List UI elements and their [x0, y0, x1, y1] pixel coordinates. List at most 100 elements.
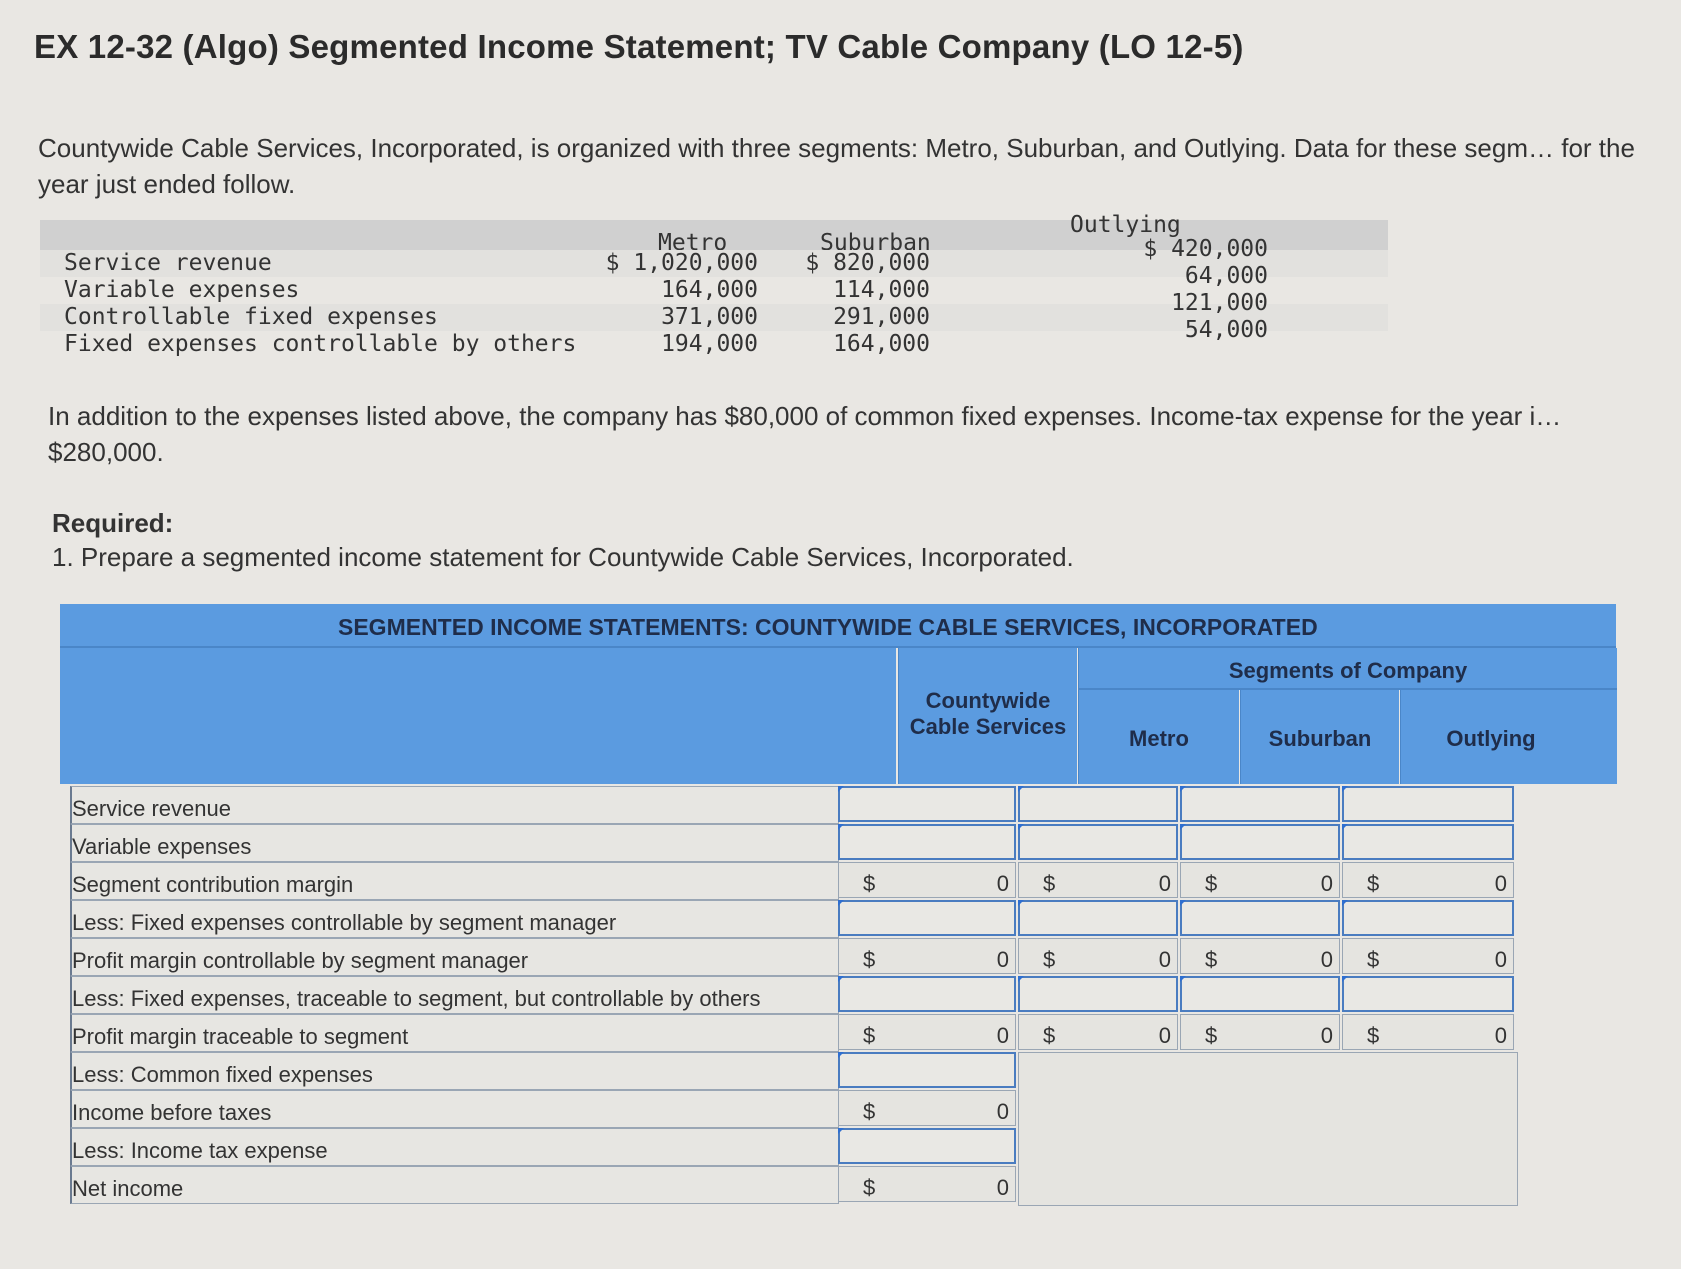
value: 0	[1320, 947, 1333, 972]
metro-profit-margin-controllable: $0	[1018, 938, 1178, 974]
suburban-profit-margin-controllable: $0	[1180, 938, 1340, 974]
row-label: Variable expenses	[64, 277, 300, 303]
given-row: Variable expenses 164,000 114,000 64,000	[40, 263, 1388, 304]
row-label: Service revenue	[64, 250, 272, 276]
value: 0	[1494, 871, 1507, 896]
outlying-fixed-controllable-input[interactable]	[1342, 900, 1514, 936]
required-label: Required:	[52, 508, 174, 538]
value: 0	[996, 871, 1009, 896]
suburban-value: 114,000	[833, 277, 930, 303]
company-common-fixed-input[interactable]	[838, 1052, 1016, 1088]
company-fixed-traceable-input[interactable]	[838, 976, 1016, 1012]
metro-value: 194,000	[661, 331, 758, 357]
company-profit-margin-traceable: $0	[838, 1014, 1016, 1050]
header-company: Countywide Cable Services	[898, 648, 1077, 784]
suburban-service-revenue-input[interactable]	[1180, 786, 1340, 822]
row-label: Income before taxes	[70, 1090, 839, 1128]
value: 0	[996, 1023, 1009, 1048]
required-section: Required: 1. Prepare a segmented income …	[52, 506, 1074, 574]
given-data-body: Service revenue $ 1,020,000 $ 820,000 $ …	[40, 236, 1388, 358]
col-outlying: Outlying	[1070, 212, 1181, 238]
given-row: Fixed expenses controllable by others 19…	[40, 317, 1388, 358]
row-label: Net income	[70, 1166, 839, 1204]
dollar-sign: $	[863, 871, 876, 896]
header-blank	[60, 648, 896, 784]
row-income-before-taxes: Income before taxes $0	[60, 1090, 1616, 1128]
segmented-income-worksheet: SEGMENTED INCOME STATEMENTS: COUNTYWIDE …	[60, 604, 1617, 1228]
company-fixed-controllable-input[interactable]	[838, 900, 1016, 936]
row-label: Variable expenses	[70, 824, 839, 862]
intro-text: Countywide Cable Services, Incorporated,…	[38, 133, 1635, 199]
dollar-sign: $	[863, 1023, 876, 1048]
value: 0	[1494, 1023, 1507, 1048]
given-data-table: Metro Suburban Outlying Service revenue …	[40, 212, 1388, 358]
dollar-sign: $	[1205, 871, 1218, 896]
metro-service-revenue-input[interactable]	[1018, 786, 1178, 822]
outlying-contribution-margin: $0	[1342, 862, 1514, 898]
row-income-tax-expense: Less: Income tax expense	[60, 1128, 1616, 1166]
outlying-service-revenue-input[interactable]	[1342, 786, 1514, 822]
dollar-sign: $	[1367, 1023, 1380, 1048]
suburban-profit-margin-traceable: $0	[1180, 1014, 1340, 1050]
worksheet-title-text: SEGMENTED INCOME STATEMENTS: COUNTYWIDE …	[338, 614, 1318, 640]
dollar-sign: $	[863, 947, 876, 972]
row-label: Fixed expenses controllable by others	[64, 331, 577, 357]
suburban-variable-expenses-input[interactable]	[1180, 824, 1340, 860]
additional-info: In addition to the expenses listed above…	[48, 401, 1562, 467]
row-label: Controllable fixed expenses	[64, 304, 438, 330]
col-company-label: Countywide Cable Services	[909, 688, 1067, 739]
metro-value: $ 1,020,000	[605, 250, 758, 276]
header-segments: Segments of Company	[1078, 648, 1617, 690]
row-service-revenue: Service revenue	[60, 786, 1616, 824]
col-suburban-label: Suburban	[1268, 726, 1372, 751]
dollar-sign: $	[1205, 947, 1218, 972]
dollar-sign: $	[1043, 871, 1056, 896]
outlying-value: 54,000	[1184, 317, 1268, 343]
outlying-profit-margin-traceable: $0	[1342, 1014, 1514, 1050]
value: 0	[1158, 1023, 1171, 1048]
suburban-value: 164,000	[833, 331, 930, 357]
value: 0	[996, 947, 1009, 972]
company-variable-expenses-input[interactable]	[838, 824, 1016, 860]
row-label: Less: Income tax expense	[70, 1128, 839, 1166]
value: 0	[1320, 871, 1333, 896]
required-item: 1. Prepare a segmented income statement …	[52, 542, 1074, 572]
value: 0	[1320, 1023, 1333, 1048]
company-service-revenue-input[interactable]	[838, 786, 1016, 822]
outlying-variable-expenses-input[interactable]	[1342, 824, 1514, 860]
col-metro-label: Metro	[1129, 726, 1189, 751]
metro-fixed-traceable-input[interactable]	[1018, 976, 1178, 1012]
dollar-sign: $	[1367, 871, 1380, 896]
outlying-profit-margin-controllable: $0	[1342, 938, 1514, 974]
header-metro: Metro	[1078, 690, 1239, 784]
given-data-header: Metro Suburban Outlying	[40, 212, 1388, 256]
row-label: Profit margin controllable by segment ma…	[70, 938, 839, 976]
company-income-tax-input[interactable]	[838, 1128, 1016, 1164]
row-net-income: Net income $0	[60, 1166, 1616, 1204]
metro-variable-expenses-input[interactable]	[1018, 824, 1178, 860]
value: 0	[1158, 947, 1171, 972]
suburban-fixed-traceable-input[interactable]	[1180, 976, 1340, 1012]
dollar-sign: $	[863, 1099, 876, 1124]
outlying-value: $ 420,000	[1143, 236, 1268, 262]
row-profit-margin-controllable: Profit margin controllable by segment ma…	[60, 938, 1616, 976]
page-title: EX 12-32 (Algo) Segmented Income Stateme…	[34, 28, 1244, 65]
metro-value: 371,000	[661, 304, 758, 330]
row-profit-margin-traceable: Profit margin traceable to segment $0 $0…	[60, 1014, 1616, 1052]
col-outlying-label: Outlying	[1446, 726, 1536, 751]
outlying-value: 64,000	[1184, 263, 1268, 289]
company-contribution-margin: $0	[838, 862, 1016, 898]
suburban-value: $ 820,000	[805, 250, 930, 276]
company-income-before-taxes: $0	[838, 1090, 1016, 1126]
company-net-income: $0	[838, 1166, 1016, 1202]
row-variable-expenses: Variable expenses	[60, 824, 1616, 862]
given-row: Controllable fixed expenses 371,000 291,…	[40, 290, 1388, 331]
suburban-fixed-controllable-input[interactable]	[1180, 900, 1340, 936]
outlying-fixed-traceable-input[interactable]	[1342, 976, 1514, 1012]
dollar-sign: $	[1205, 1023, 1218, 1048]
given-row: Service revenue $ 1,020,000 $ 820,000 $ …	[40, 236, 1388, 277]
worksheet-title: SEGMENTED INCOME STATEMENTS: COUNTYWIDE …	[60, 604, 1616, 648]
row-label: Less: Common fixed expenses	[70, 1052, 839, 1090]
metro-fixed-controllable-input[interactable]	[1018, 900, 1178, 936]
header-outlying: Outlying	[1400, 690, 1617, 784]
